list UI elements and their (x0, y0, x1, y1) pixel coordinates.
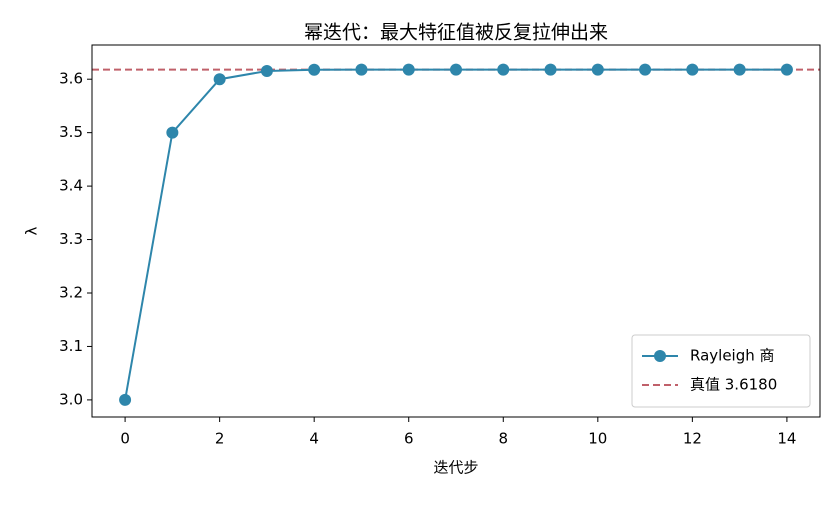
x-tick-label: 2 (215, 430, 225, 448)
y-tick-label: 3.4 (59, 177, 83, 195)
point (686, 63, 699, 76)
point (308, 63, 321, 76)
legend-marker (654, 350, 666, 362)
plot-frame (91, 44, 821, 418)
point (544, 63, 557, 76)
point (639, 63, 652, 76)
legend-label: Rayleigh 商 (690, 347, 775, 365)
y-axis-label: λ (23, 226, 41, 235)
chart-title: 幂迭代：最大特征值被反复拉伸出来 (304, 22, 608, 44)
point (497, 63, 510, 76)
x-tick-label: 8 (498, 430, 508, 448)
x-tick-label: 6 (404, 430, 414, 448)
y-tick-label: 3.2 (59, 284, 83, 302)
x-tick-label: 14 (777, 430, 796, 448)
y-tick-label: 3.5 (59, 123, 83, 141)
point (260, 64, 273, 77)
point (450, 63, 462, 76)
x-tick-label: 10 (588, 430, 607, 448)
legend-label: 真值 3.6180 (690, 376, 777, 394)
x-tick-label: 4 (309, 430, 319, 448)
y-tick-label: 3.6 (59, 70, 83, 88)
legend-box (631, 334, 811, 408)
legend: Rayleigh 商真值 3.6180 (631, 334, 811, 408)
y-tick-label: 3.1 (59, 337, 83, 355)
point (355, 63, 368, 76)
point (213, 73, 226, 86)
x-tick-label: 0 (120, 430, 130, 448)
point (780, 63, 793, 76)
point (119, 393, 132, 406)
point (166, 126, 179, 139)
y-tick-label: 3.3 (59, 230, 83, 248)
x-axis-label: 迭代步 (433, 459, 478, 477)
point (591, 63, 604, 76)
point (733, 63, 746, 76)
x-tick-label: 12 (683, 430, 702, 448)
y-tick-label: 3.0 (59, 390, 83, 408)
point (402, 63, 415, 76)
